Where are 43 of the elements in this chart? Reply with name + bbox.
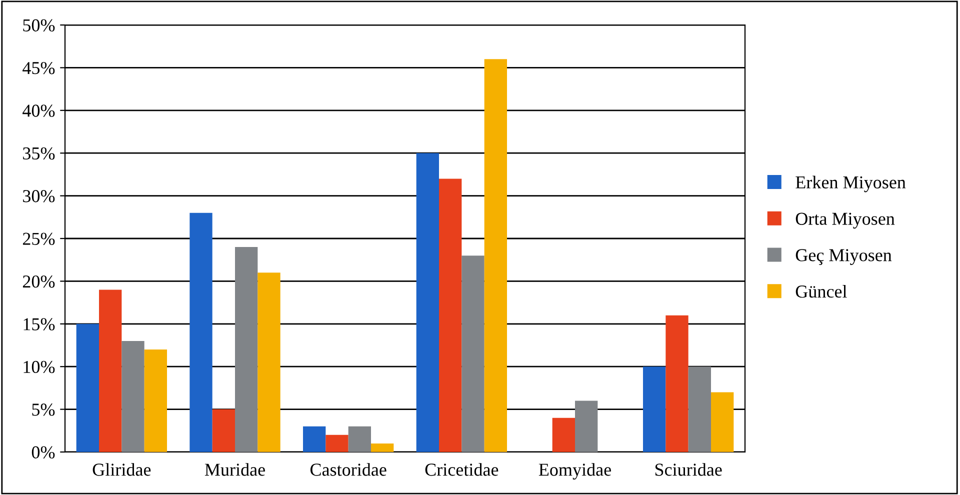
y-tick-label: 15% bbox=[24, 318, 55, 330]
bar bbox=[371, 443, 394, 452]
y-tick-label: 5% bbox=[32, 404, 55, 416]
y-tick-label: 25% bbox=[22, 232, 55, 245]
x-tick-label: Castoridae bbox=[310, 463, 386, 476]
bar bbox=[666, 315, 688, 452]
x-tick-label: Sciuridae bbox=[655, 463, 722, 476]
legend-label: Erken Miyosen bbox=[796, 176, 906, 192]
bar bbox=[575, 400, 598, 452]
bar bbox=[76, 324, 99, 452]
y-tick-label: 0% bbox=[32, 446, 55, 458]
bar bbox=[99, 290, 122, 452]
y-tick-label: 40% bbox=[22, 104, 55, 117]
bar bbox=[122, 340, 144, 452]
bar bbox=[235, 247, 258, 452]
legend-label: Güncel bbox=[796, 284, 847, 298]
y-tick-label: 50% bbox=[23, 19, 55, 32]
bar bbox=[484, 59, 507, 452]
bar bbox=[643, 366, 666, 452]
bar bbox=[416, 153, 439, 452]
y-tick-label: 45% bbox=[22, 62, 55, 74]
y-tick-label: 10% bbox=[24, 360, 55, 374]
bar bbox=[688, 366, 711, 452]
legend-label: Orta Miyosen bbox=[796, 212, 895, 229]
bar bbox=[212, 409, 235, 452]
bar bbox=[552, 418, 575, 452]
bar bbox=[190, 212, 212, 452]
y-tick-label: 35% bbox=[23, 147, 55, 160]
x-tick-label: Gliridae bbox=[92, 463, 151, 476]
bar bbox=[711, 392, 734, 452]
y-tick-label: 30% bbox=[23, 190, 55, 202]
bar bbox=[303, 426, 326, 452]
bar bbox=[439, 178, 462, 452]
x-tick-label: Muridae bbox=[204, 463, 265, 476]
bar bbox=[348, 426, 371, 452]
x-tick-label: Cricetidae bbox=[425, 463, 498, 476]
bar bbox=[462, 256, 484, 452]
x-tick-label: Eomyidae bbox=[538, 463, 611, 480]
legend-label: Geç Miyosen bbox=[796, 249, 892, 265]
bar bbox=[144, 350, 167, 452]
bar bbox=[258, 272, 280, 452]
bar bbox=[326, 434, 348, 452]
y-tick-label: 20% bbox=[22, 275, 55, 288]
